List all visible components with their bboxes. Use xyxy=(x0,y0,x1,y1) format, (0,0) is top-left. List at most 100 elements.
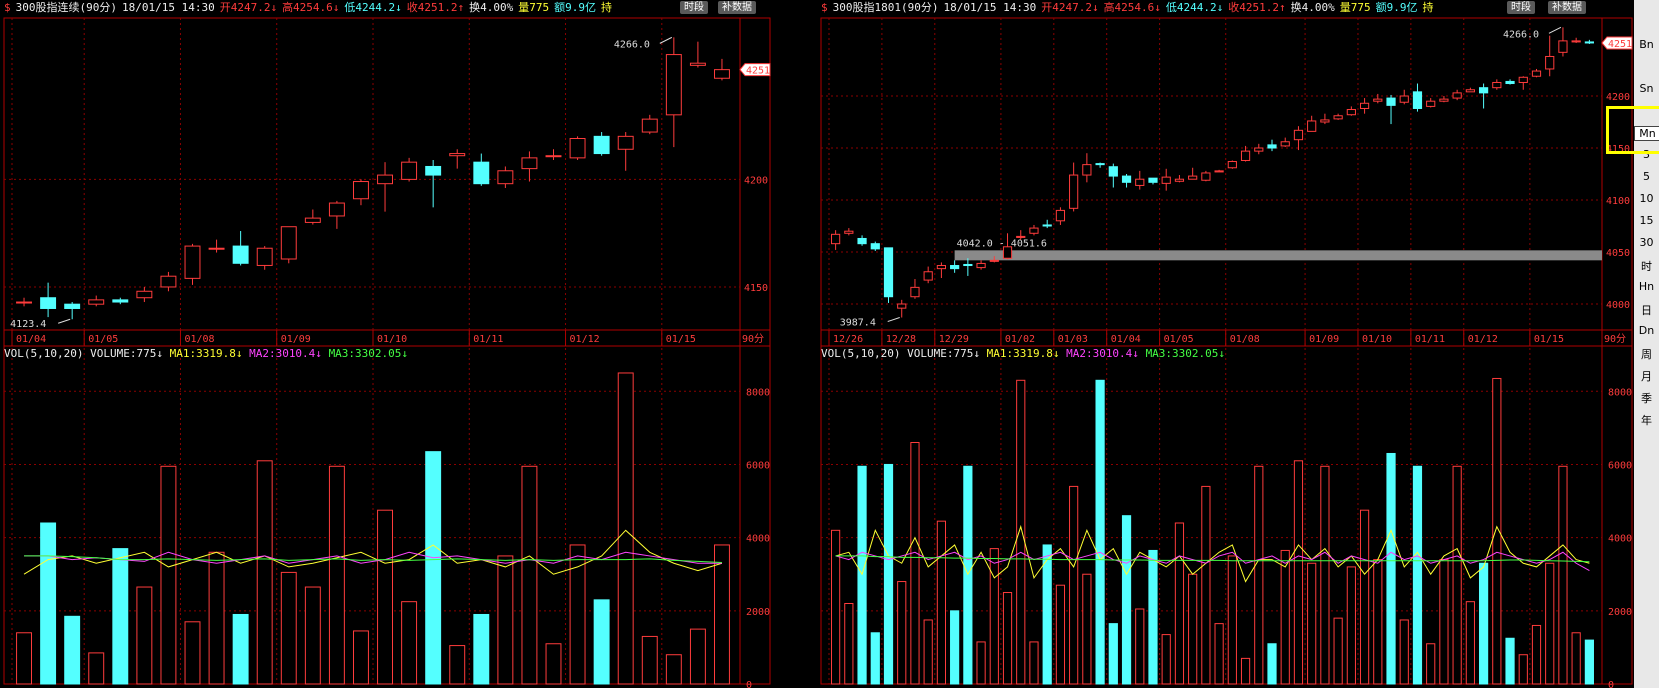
left-vol-label: VOL(5,10,20) xyxy=(4,347,84,360)
right-candle-body-34 xyxy=(1280,141,1290,147)
right-candle-body-4 xyxy=(883,247,894,298)
left-period-label: 90分 xyxy=(742,333,764,345)
left-chart-panel[interactable]: $300股指连续(90分) 18/01/15 14:30 开4247.2↓ 高4254… xyxy=(0,0,772,688)
sidebar-item-10[interactable]: 时 xyxy=(1641,260,1652,273)
right-volume-bar-11 xyxy=(976,641,986,685)
left-marker: $ xyxy=(4,1,11,14)
right-turnover: 换4.00% xyxy=(1290,1,1335,14)
right-volume-bar-38 xyxy=(1333,617,1343,685)
sidebar-item-12[interactable]: 日 xyxy=(1641,304,1652,317)
left-fill-data-button[interactable]: 补数据 xyxy=(718,1,756,14)
right-price-frame xyxy=(820,17,1633,347)
left-volume-bar-24 xyxy=(593,599,610,685)
left-close: 收4251.2↑ xyxy=(406,1,465,14)
right-volume-bar-36 xyxy=(1307,562,1317,685)
right-volume-bar-49 xyxy=(1478,562,1489,685)
right-high: 高4254.6↓ xyxy=(1103,1,1161,14)
right-candle-body-55 xyxy=(1558,40,1568,53)
right-volume-bar-34 xyxy=(1280,549,1290,685)
selected-period-highlight xyxy=(1606,106,1659,154)
right-candle-body-32 xyxy=(1254,147,1264,152)
right-volume-bar-12 xyxy=(989,548,999,685)
right-volume-bar-41 xyxy=(1373,559,1383,685)
right-candle-body-42 xyxy=(1386,97,1396,106)
right-ma1-line xyxy=(835,524,1590,583)
sidebar-item-13[interactable]: Dn xyxy=(1638,324,1655,337)
right-candle-body-12 xyxy=(989,259,999,262)
right-period-button[interactable]: 时段 xyxy=(1507,1,1535,14)
right-volume-bar-50 xyxy=(1492,377,1502,685)
sidebar-item-11[interactable]: Hn xyxy=(1638,280,1655,293)
left-volume-bar-16 xyxy=(401,601,418,685)
sidebar-item-7[interactable]: 10 xyxy=(1639,192,1654,205)
left-min-pointer xyxy=(58,318,71,324)
left-ytick-0: 4150 xyxy=(744,283,768,294)
sidebar-item-4[interactable]: Mn xyxy=(1634,126,1659,141)
right-volume-bar-22 xyxy=(1121,515,1132,685)
right-candle-body-15 xyxy=(1029,227,1039,234)
sidebar-item-17[interactable]: 年 xyxy=(1641,414,1652,427)
left-volume-bar-21 xyxy=(521,465,538,685)
left-min-label: 4123.4 xyxy=(10,319,46,330)
left-candle-body-29 xyxy=(714,69,730,79)
sidebar-item-2[interactable]: Sn xyxy=(1639,82,1654,95)
left-volume-bar-8 xyxy=(208,551,225,685)
sidebar-item-9[interactable]: 30 xyxy=(1639,236,1654,249)
right-volume-bar-45 xyxy=(1426,643,1436,685)
right-candle-body-52 xyxy=(1518,76,1528,83)
left-candle-body-1 xyxy=(40,297,57,309)
right-volume-bar-5 xyxy=(897,581,907,685)
right-volume-bar-21 xyxy=(1108,623,1118,685)
right-date-label-1: 12/28 xyxy=(886,334,916,345)
left-ma3-line xyxy=(24,555,722,564)
left-volume-bar-11 xyxy=(280,571,297,685)
left-volume-bar-7 xyxy=(184,621,201,685)
left-candle-body-20 xyxy=(497,170,514,185)
right-candle-body-8 xyxy=(936,265,947,270)
sidebar-item-0[interactable]: Bn xyxy=(1639,38,1654,51)
sidebar-item-5[interactable]: 3 xyxy=(1643,148,1650,161)
right-chart-panel[interactable]: $300股指1801(90分) 18/01/15 14:30 开4247.2↓ 高42… xyxy=(817,0,1634,688)
sidebar-item-15[interactable]: 月 xyxy=(1641,370,1652,383)
sidebar-item-6[interactable]: 5 xyxy=(1643,170,1650,183)
left-vol-tick-0: 0 xyxy=(746,680,752,688)
left-candle-body-21 xyxy=(521,157,538,170)
right-volume-bar-25 xyxy=(1161,634,1171,685)
right-volume-bar-20 xyxy=(1095,379,1105,685)
left-ytick-1: 4200 xyxy=(744,175,768,186)
right-volume-bar-14 xyxy=(1016,379,1026,685)
right-volume-bar-17 xyxy=(1055,584,1066,685)
right-volume: 量775 xyxy=(1339,1,1371,14)
right-volume-bar-29 xyxy=(1214,623,1224,685)
sidebar-item-14[interactable]: 周 xyxy=(1641,348,1652,361)
left-volume-bar-0 xyxy=(16,632,32,685)
left-candle-body-11 xyxy=(280,226,297,260)
left-candle-body-15 xyxy=(377,174,393,185)
left-high: 高4254.6↓ xyxy=(282,1,340,14)
right-candle-body-2 xyxy=(857,237,867,245)
right-candle-body-26 xyxy=(1174,178,1185,182)
left-candle-body-13 xyxy=(328,202,345,217)
left-candle-body-22 xyxy=(545,155,562,158)
left-open: 开4247.2↓ xyxy=(219,1,278,14)
left-max-pointer xyxy=(659,36,673,44)
right-candle-body-17 xyxy=(1055,209,1066,222)
left-period-button[interactable]: 时段 xyxy=(680,1,708,14)
right-volume-bar-27 xyxy=(1188,573,1198,685)
right-volume-bar-53 xyxy=(1531,624,1542,685)
right-chart-svg[interactable]: 4000 4050 4100 4150 4200 12/26 12/28 12/29 01/02… xyxy=(817,0,1634,688)
left-volume-bar-5 xyxy=(136,586,153,685)
right-quote-header: $300股指1801(90分) 18/01/15 14:30 开4247.2↓ 高42… xyxy=(821,0,1439,16)
right-date-label-5: 01/04 xyxy=(1111,334,1141,345)
sidebar-item-8[interactable]: 15 xyxy=(1639,214,1654,227)
left-vol-tick-3: 6000 xyxy=(746,460,770,471)
right-close: 收4251.2↑ xyxy=(1228,1,1286,14)
left-volume-bar-9 xyxy=(232,613,249,685)
sidebar-item-16[interactable]: 季 xyxy=(1641,392,1652,405)
left-volume-bar-17 xyxy=(425,451,442,685)
left-volume-bar-12 xyxy=(304,586,321,685)
right-fill-data-button[interactable]: 补数据 xyxy=(1548,1,1586,14)
left-volume-bar-22 xyxy=(545,643,562,685)
right-vol-tick-2: 4000 xyxy=(1608,534,1632,545)
